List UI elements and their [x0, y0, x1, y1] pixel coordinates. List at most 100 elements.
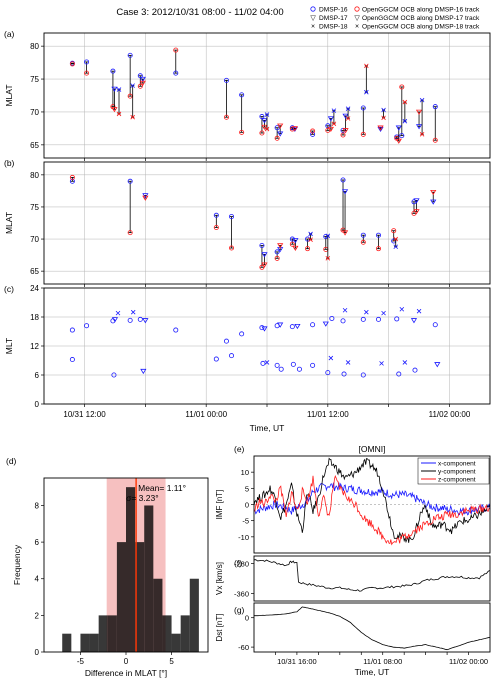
openggcm-17-point	[139, 80, 146, 86]
openggcm-17-point	[292, 245, 299, 252]
histogram-bar	[171, 633, 181, 652]
dmsp-16-point	[84, 59, 90, 65]
dmsp-18-mlt-point	[364, 309, 369, 315]
dmsp-16-mlt-point	[412, 367, 418, 373]
panel-b-ylabel: MLAT	[4, 212, 14, 234]
histogram-bar	[189, 578, 199, 652]
openggcm-16-point	[289, 241, 295, 247]
dmsp-17-mlt-point	[434, 362, 441, 368]
dmsp-16-point	[310, 131, 316, 137]
panel-f-ylabel: Vx [km/s]	[215, 562, 224, 595]
panel-g-ylabel: Dst [nT]	[215, 613, 224, 641]
histogram-bar	[144, 505, 154, 652]
openggcm-17-point	[261, 262, 268, 268]
openggcm-17-point	[395, 138, 402, 144]
panel-d-ytick-label: 4	[35, 575, 40, 584]
legend-ogg17-marker: ▽	[354, 15, 360, 22]
panel-g-xtick-label: 10/31 16:00	[277, 657, 317, 666]
panel-a-ytick-label: 65	[30, 141, 39, 150]
dmsp-16-mlt-point	[325, 370, 331, 376]
dmsp-18-point	[116, 87, 122, 92]
openggcm-16-point	[84, 70, 90, 76]
openggcm-16-point	[274, 135, 280, 141]
dmsp-18-point	[325, 233, 331, 239]
openggcm-17-point	[430, 189, 437, 196]
legend-dmsp16-marker	[310, 6, 316, 12]
panel-c-ylabel: MLT	[4, 338, 14, 354]
histogram-bar	[153, 578, 163, 652]
openggcm-16-point	[137, 83, 143, 89]
openggcm-16-point	[223, 114, 229, 120]
legend-dmsp17-label: DMSP-17	[319, 15, 348, 22]
openggcm-18-point	[130, 114, 135, 120]
openggcm-17-point	[415, 109, 423, 115]
panel-c: 0 6 12 18 24 MLT (c) 10/31 12:00 11/01 00:00 11/0…	[4, 284, 491, 433]
panel-e-ytick-label: 10	[241, 468, 249, 477]
dmsp-17-mlt-point	[410, 318, 418, 324]
dmsp-17-point	[377, 126, 384, 133]
dmsp-16-mlt-point	[310, 362, 316, 368]
panel-a-ytick-label: 80	[30, 42, 39, 51]
dmsp-17-point	[415, 124, 423, 130]
panel-d-ytick-label: 8	[35, 501, 40, 510]
dmsp-17-point	[341, 189, 349, 195]
openggcm-17-point	[142, 195, 149, 201]
panel-e-series-line	[253, 474, 491, 546]
legend-dmsp18-label: DMSP-18	[319, 24, 348, 31]
panel-b: 65 70 75 80 MLAT (b)	[4, 158, 491, 287]
dmsp-16-mlt-point	[84, 323, 90, 329]
openggcm-16-point	[391, 228, 397, 234]
openggcm-16-point	[340, 132, 346, 138]
dmsp-18-point	[264, 112, 270, 117]
panel-e-ytick-label: -5	[242, 517, 249, 526]
legend: DMSP-16 ▽ DMSP-17 × DMSP-18 OpenGGCM OCB…	[310, 6, 480, 31]
panel-e-ytick-label: -10	[238, 533, 249, 542]
openggcm-18-point	[264, 126, 270, 132]
openggcm-17-point	[342, 128, 349, 134]
openggcm-16-point	[127, 230, 133, 236]
histogram-bar	[62, 633, 72, 652]
dmsp-16-mlt-point	[296, 366, 302, 372]
openggcm-16-point	[360, 131, 366, 137]
panel-a-label: (a)	[4, 29, 15, 39]
dmsp-16-point	[127, 178, 133, 184]
legend-ogg18-marker: ×	[355, 24, 359, 31]
dmsp-16-mlt-point	[341, 371, 347, 377]
panel-c-ytick-label: 6	[35, 371, 40, 380]
openggcm-16-point	[229, 245, 235, 251]
openggcm-17-point	[341, 230, 349, 236]
dmsp-16-point	[239, 92, 245, 98]
dmsp-18-point	[331, 108, 337, 113]
panel-b-ytick-label: 75	[30, 203, 39, 212]
panel-d-frame	[43, 477, 209, 653]
panel-e: -10 -5 0 5 10 IMF [nT] (e) [OMNI] x-componenty-c…	[215, 444, 491, 554]
dmsp-16-point	[289, 236, 295, 242]
openggcm-16-point	[432, 137, 438, 143]
panel-c-ytick-label: 24	[30, 284, 39, 293]
dmsp-18-mlt-point	[328, 355, 334, 361]
panel-c-ytick-label: 18	[30, 313, 39, 322]
panel-f-ytick-label: -280	[234, 560, 249, 569]
dmsp-16-point	[399, 133, 405, 139]
dmsp-16-mlt-point	[223, 338, 229, 344]
panel-c-ytick-label: 0	[35, 400, 40, 409]
openggcm-17-point	[277, 243, 284, 249]
dmsp-18-point	[393, 244, 399, 250]
dmsp-18-mlt-point	[381, 310, 386, 316]
panel-g-xtick-label: 11/02 00:00	[449, 657, 488, 666]
dmsp-18-mlt-point	[342, 307, 348, 313]
panel-b-ytick-label: 65	[30, 267, 39, 276]
panel-e-legend-box	[417, 457, 490, 485]
histogram-bar	[126, 487, 136, 652]
panel-e-series-line	[253, 457, 491, 544]
dmsp-18-point	[130, 83, 135, 88]
dmsp-16-point	[213, 212, 219, 218]
openggcm-16-point	[399, 84, 405, 90]
panel-f: -280 -360 Vx [km/s] (f)	[215, 555, 491, 602]
dmsp-16-point	[340, 177, 346, 183]
openggcm-17-point	[377, 125, 384, 131]
panel-g-xlabel: Time, UT	[355, 667, 390, 677]
histogram-bar	[180, 615, 190, 652]
panel-d-ytick-label: 6	[35, 538, 40, 547]
panel-g-series-line	[253, 606, 491, 651]
